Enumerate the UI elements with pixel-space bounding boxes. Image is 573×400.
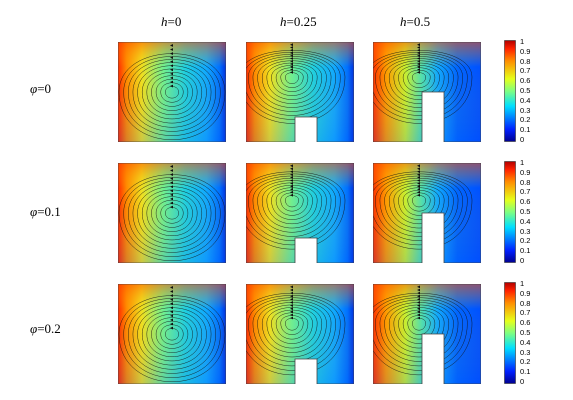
column-header-h025: h=0.25 [280, 14, 317, 29]
colorbar-tick-label: 0.8 [520, 177, 531, 187]
colorbar-tick-label: 0.1 [520, 125, 531, 135]
column-header-h05: h=0.5 [400, 14, 431, 29]
colorbar-tick-label: 0.5 [520, 207, 531, 216]
colorbar-tick-label: 0.2 [520, 115, 531, 125]
panel-phi02-h05 [373, 284, 481, 384]
colorbar-tick-label: 0.2 [520, 357, 531, 367]
colorbar-row0: 1 0.9 0.8 0.7 0.6 0.5 0.4 0.3 0.2 0.1 0 [504, 38, 530, 147]
colorbar-tick-label: 0.9 [520, 288, 531, 298]
colorbar-tick-label: 0.7 [520, 187, 531, 197]
colorbar-tick-label: 0.3 [520, 226, 531, 236]
colorbar-tick-label: 0.1 [520, 367, 531, 377]
colorbar-tick-label: 0.3 [520, 347, 531, 357]
colorbar-tick-label: 0.3 [520, 105, 531, 115]
colorbar-tick-label: 0.7 [520, 308, 531, 318]
colorbar-tick-label: 0.4 [520, 95, 531, 105]
colorbar-tick-label: 0.5 [520, 86, 531, 95]
colorbar-tick-label: 0.4 [520, 216, 531, 226]
colorbar-tick-label: 1 [520, 279, 525, 288]
colorbar-tick-label: 0.5 [520, 328, 531, 337]
panel-phi01-h0 [118, 163, 226, 263]
colorbar-tick-label: 0.6 [520, 76, 531, 86]
colorbar-tick-label: 1 [520, 37, 525, 46]
colorbar-tick-label: 0.4 [520, 337, 531, 347]
colorbar-tick-label: 0.9 [520, 46, 531, 56]
row-header-phi01: φ=0.1 [30, 204, 61, 219]
panel-phi02-h025 [246, 284, 354, 384]
row-header-phi0: φ=0 [30, 81, 52, 96]
colorbar-tick-label: 0.8 [520, 298, 531, 308]
colorbar-tick-label: 0 [520, 377, 525, 386]
colorbar-tick-label: 0.6 [520, 318, 531, 328]
colorbar-row1: 1 0.9 0.8 0.7 0.6 0.5 0.4 0.3 0.2 0.1 0 [504, 159, 530, 268]
colorbar-tick-label: 1 [520, 158, 525, 167]
colorbar-tick-label: 0.1 [520, 246, 531, 256]
colorbar-row2: 1 0.9 0.8 0.7 0.6 0.5 0.4 0.3 0.2 0.1 0 [504, 280, 530, 389]
panel-phi0-h0 [118, 42, 226, 142]
colorbar-tick-label: 0 [520, 135, 525, 144]
panel-phi0-h05 [373, 42, 481, 142]
colorbar-tick-label: 0.8 [520, 56, 531, 66]
panel-phi01-h025 [246, 163, 354, 263]
colorbar-tick-label: 0.2 [520, 236, 531, 246]
row-header-phi02: φ=0.2 [30, 321, 61, 336]
colorbar-tick-label: 0.9 [520, 167, 531, 177]
panel-phi0-h025 [246, 42, 354, 142]
column-header-h0: h=0 [161, 14, 182, 29]
colorbar-tick-label: 0 [520, 256, 525, 265]
colorbar-tick-label: 0.6 [520, 197, 531, 207]
panel-phi02-h0 [118, 284, 226, 384]
panel-phi01-h05 [373, 163, 481, 263]
colorbar-tick-label: 0.7 [520, 66, 531, 76]
